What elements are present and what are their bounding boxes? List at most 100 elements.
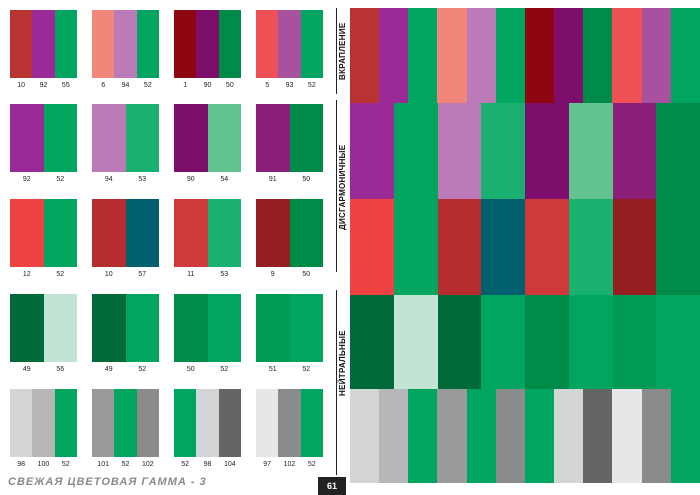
color-swatch <box>125 104 159 172</box>
swatch-number: 11 <box>187 271 195 278</box>
mosaic-cell <box>408 8 438 103</box>
mosaic-cell <box>656 103 700 199</box>
color-swatch <box>10 199 44 267</box>
mosaic-row <box>350 199 700 295</box>
label-neitralnye: НЕЙТРАЛЬНЫЕ <box>338 328 347 398</box>
color-swatch <box>10 294 44 362</box>
footer-title: СВЕЖАЯ ЦВЕТОВАЯ ГАММА - 3 <box>8 476 207 488</box>
swatch-numbers: 1 90 50 <box>174 82 241 89</box>
swatch-numbers: 12 52 <box>10 271 77 278</box>
swatch-group <box>256 10 323 78</box>
swatch-number: 94 <box>104 176 113 183</box>
mosaic-cell <box>437 389 467 483</box>
mosaic-cell <box>481 103 525 199</box>
mosaic-cell <box>524 389 555 483</box>
color-swatch <box>174 199 208 267</box>
color-swatch <box>174 294 208 362</box>
color-swatch <box>54 389 77 457</box>
swatch-group <box>10 104 77 172</box>
swatch-number: 93 <box>285 82 294 89</box>
swatch-number: 92 <box>22 176 31 183</box>
mosaic-cell <box>437 199 482 295</box>
swatch-number: 49 <box>22 366 31 373</box>
color-swatch <box>196 10 219 78</box>
swatch-number: 5 <box>265 82 270 89</box>
mosaic-cell <box>524 8 555 103</box>
mosaic-cell <box>466 389 496 483</box>
swatch-group <box>92 294 159 362</box>
color-swatch <box>92 389 115 457</box>
swatch-number: 94 <box>121 82 130 89</box>
color-swatch <box>256 389 279 457</box>
swatch-number: 56 <box>56 366 65 373</box>
swatch-numbers: 10 57 <box>92 271 159 278</box>
swatch-group <box>174 294 241 362</box>
mosaic-cell <box>612 8 642 103</box>
mosaic-cell <box>481 199 525 295</box>
color-swatch <box>300 10 323 78</box>
swatch-number: 10 <box>104 271 113 278</box>
color-swatch <box>256 294 290 362</box>
swatch-group <box>10 199 77 267</box>
color-swatch <box>10 104 44 172</box>
swatch-number: 52 <box>307 461 316 468</box>
color-swatch <box>125 199 159 267</box>
swatch-numbers: 5 93 52 <box>256 82 323 89</box>
mosaic-cell <box>350 8 380 103</box>
mosaic-cell <box>554 8 584 103</box>
color-swatch <box>256 10 279 78</box>
swatch-number: 50 <box>186 366 195 373</box>
swatch-number: 98 <box>17 461 26 468</box>
swatch-number: 12 <box>22 271 31 278</box>
swatch-number: 98 <box>203 461 212 468</box>
swatch-numbers: 49 56 <box>10 366 77 373</box>
color-swatch <box>174 104 208 172</box>
color-swatch <box>207 294 241 362</box>
mosaic-row <box>350 103 700 199</box>
swatch-number: 50 <box>302 271 311 278</box>
swatch-number: 104 <box>223 461 236 468</box>
color-swatch <box>10 10 33 78</box>
color-swatch <box>289 294 323 362</box>
swatch-number: 50 <box>302 176 311 183</box>
color-swatch <box>207 199 241 267</box>
swatch-numbers: 6 94 52 <box>92 82 159 89</box>
swatch-numbers: 50 52 <box>174 366 241 373</box>
swatch-number: 52 <box>138 366 147 373</box>
mosaic-cell <box>670 8 700 103</box>
mosaic-cell <box>525 295 569 389</box>
vkraplenie-line <box>336 8 337 94</box>
color-swatch <box>278 389 301 457</box>
mosaic-cell <box>568 295 613 389</box>
swatch-numbers: 91 50 <box>256 176 323 183</box>
swatch-number: 50 <box>225 82 234 89</box>
mosaic-row <box>350 8 700 103</box>
color-swatch <box>125 294 159 362</box>
color-swatch <box>218 389 241 457</box>
swatch-number: 49 <box>104 366 113 373</box>
swatch-group <box>174 104 241 172</box>
swatch-group <box>174 389 241 457</box>
mosaic-cell <box>379 389 409 483</box>
color-swatch <box>92 294 126 362</box>
color-swatch <box>32 10 55 78</box>
swatch-number: 52 <box>220 366 229 373</box>
mosaic-cell <box>641 8 671 103</box>
swatch-group <box>174 10 241 78</box>
swatch-group <box>92 389 159 457</box>
mosaic-cell <box>437 103 482 199</box>
mosaic-cell <box>612 295 657 389</box>
swatch-number: 52 <box>61 461 70 468</box>
mosaic-row <box>350 389 700 483</box>
swatch-number: 6 <box>101 82 106 89</box>
swatch-number: 90 <box>203 82 212 89</box>
mosaic-cell <box>670 389 700 483</box>
swatch-group <box>256 294 323 362</box>
swatch-number: 10 <box>17 82 26 89</box>
swatch-number: 52 <box>56 271 65 278</box>
mosaic-cell <box>481 295 525 389</box>
swatch-number: 53 <box>138 176 147 183</box>
mosaic-cell <box>568 103 613 199</box>
swatch-numbers: 11 53 <box>174 271 241 278</box>
color-swatch <box>92 104 126 172</box>
